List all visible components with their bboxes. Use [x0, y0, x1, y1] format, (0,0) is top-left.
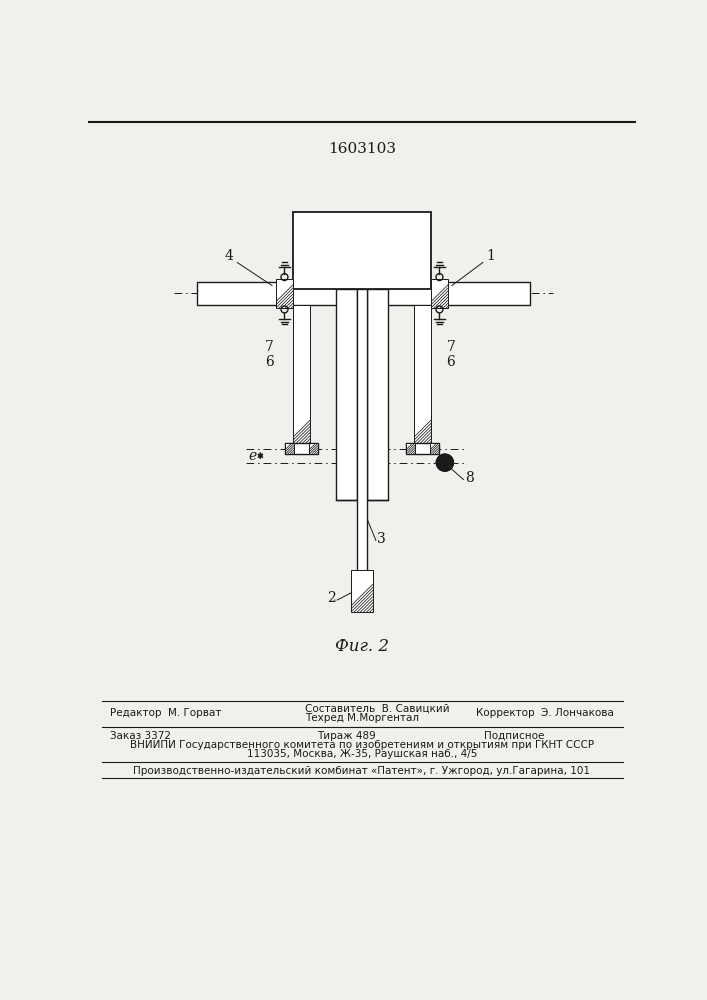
- Text: 1603103: 1603103: [328, 142, 396, 156]
- Bar: [336, 289, 357, 500]
- Bar: [285, 443, 293, 454]
- Bar: [285, 443, 317, 454]
- Text: 3: 3: [378, 532, 386, 546]
- Text: 7: 7: [264, 340, 274, 354]
- Bar: [430, 443, 438, 454]
- Text: Подписное: Подписное: [484, 731, 544, 741]
- Bar: [367, 289, 388, 500]
- Text: e: e: [249, 449, 257, 463]
- Text: Редактор  М. Горват: Редактор М. Горват: [110, 708, 221, 718]
- Text: 2: 2: [327, 591, 336, 605]
- Bar: [197, 282, 530, 305]
- Bar: [293, 305, 310, 443]
- Circle shape: [436, 454, 453, 471]
- Text: 5: 5: [366, 213, 374, 227]
- Text: 113035, Москва, Ж-35, Раушская наб., 4/5: 113035, Москва, Ж-35, Раушская наб., 4/5: [247, 749, 477, 759]
- Bar: [309, 443, 317, 454]
- Text: ВНИИПИ Государственного комитета по изобретениям и открытиям при ГКНТ СССР: ВНИИПИ Государственного комитета по изоб…: [130, 740, 594, 750]
- Text: Заказ 3372: Заказ 3372: [110, 731, 171, 741]
- Text: 1: 1: [486, 249, 495, 263]
- Bar: [293, 212, 431, 289]
- Text: 6: 6: [446, 355, 455, 369]
- Bar: [406, 443, 414, 454]
- Text: Корректор  Э. Лончакова: Корректор Э. Лончакова: [476, 708, 614, 718]
- Bar: [276, 279, 293, 308]
- Text: 6: 6: [265, 355, 274, 369]
- Text: Составитель  В. Савицкий: Составитель В. Савицкий: [305, 703, 450, 713]
- Bar: [351, 570, 373, 612]
- Text: Фиг. 2: Фиг. 2: [335, 638, 389, 655]
- Text: Производственно-издательский комбинат «Патент», г. Ужгород, ул.Гагарина, 101: Производственно-издательский комбинат «П…: [134, 766, 590, 776]
- Bar: [406, 443, 438, 454]
- Text: 7: 7: [446, 340, 455, 354]
- Bar: [414, 305, 431, 443]
- Text: Тираж 489: Тираж 489: [317, 731, 375, 741]
- Text: 8: 8: [465, 471, 474, 485]
- Bar: [431, 279, 448, 308]
- Bar: [357, 289, 367, 577]
- Text: 4: 4: [225, 249, 234, 263]
- Text: Техред М.Моргентал: Техред М.Моргентал: [305, 713, 419, 723]
